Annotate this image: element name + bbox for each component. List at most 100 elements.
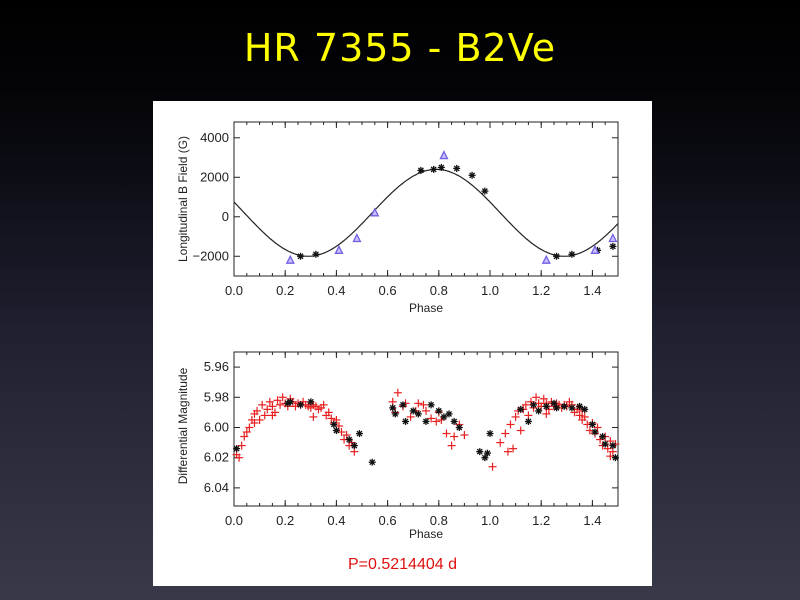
data-point-asterisk <box>445 410 453 418</box>
data-point-asterisk <box>468 171 476 179</box>
data-point-plus <box>309 412 318 421</box>
data-point-asterisk <box>476 448 484 456</box>
data-point-asterisk <box>568 404 576 412</box>
data-point-plus <box>260 411 269 420</box>
data-point-plus <box>575 411 584 420</box>
data-point-asterisk <box>609 242 617 250</box>
data-point-asterisk <box>599 433 607 441</box>
data-point-asterisk <box>402 417 410 425</box>
y-tick-label: −2000 <box>192 248 229 263</box>
data-point-asterisk <box>550 399 558 407</box>
data-point-asterisk <box>389 404 397 412</box>
data-point-plus <box>501 429 510 438</box>
x-axis-label: Phase <box>409 527 443 541</box>
data-point-triangle <box>285 254 295 264</box>
data-point-triangle <box>541 254 551 264</box>
data-point-asterisk <box>560 402 568 410</box>
y-tick-label: 4000 <box>200 130 229 145</box>
data-point-asterisk <box>422 417 430 425</box>
data-point-plus <box>245 423 254 432</box>
data-point-plus <box>506 420 515 429</box>
data-point-plus <box>447 441 456 450</box>
x-tick-label: 0.2 <box>276 283 294 298</box>
data-point-plus <box>268 402 277 411</box>
data-point-asterisk <box>481 187 489 195</box>
data-point-asterisk <box>332 427 340 435</box>
data-point-triangle <box>352 233 362 243</box>
data-point-asterisk <box>517 405 525 413</box>
plot-panel: 0.0 0.2 0.4 0.6 0.8 1.0 1.2 1.4 −2000 0 2000 4000 P… <box>153 101 652 586</box>
model-curve <box>233 168 619 257</box>
y-tick-label: 6.02 <box>204 450 229 465</box>
data-point-plus <box>406 412 415 421</box>
data-point-plus <box>450 432 459 441</box>
data-point-plus <box>488 462 497 471</box>
data-point-plus <box>442 429 451 438</box>
data-point-plus <box>268 411 277 420</box>
data-point-asterisk <box>588 420 596 428</box>
data-point-asterisk <box>591 428 599 436</box>
data-point-asterisk <box>524 417 532 425</box>
data-point-asterisk <box>453 164 461 172</box>
data-point-plus <box>432 417 441 426</box>
data-point-plus <box>422 406 430 415</box>
data-point-asterisk <box>542 402 550 410</box>
data-point-asterisk <box>312 250 320 258</box>
data-point-asterisk <box>307 398 315 406</box>
data-point-triangle <box>590 244 600 254</box>
y-tick-label: 5.96 <box>204 359 229 374</box>
data-point-plus <box>278 393 287 402</box>
data-point-asterisk <box>414 410 422 418</box>
data-point-plus <box>276 400 285 409</box>
data-point-triangle <box>439 150 449 160</box>
data-point-asterisk <box>535 407 543 415</box>
y-tick-label: 6.00 <box>204 419 229 434</box>
data-point-plus <box>250 418 259 427</box>
data-point-plus <box>460 431 469 440</box>
data-point-plus <box>258 400 267 409</box>
data-point-asterisk <box>435 407 443 415</box>
x-tick-label: 1.2 <box>532 513 550 528</box>
data-point-asterisk <box>553 252 561 260</box>
x-tick-label: 0.4 <box>327 283 345 298</box>
data-point-asterisk <box>576 402 584 410</box>
data-point-plus <box>539 394 548 403</box>
data-point-plus <box>414 399 423 408</box>
data-point-plus <box>580 412 589 421</box>
x-tick-label: 0.8 <box>430 283 448 298</box>
data-point-asterisk <box>450 417 458 425</box>
data-point-asterisk <box>399 401 407 409</box>
data-point-plus <box>255 415 264 424</box>
data-point-plus <box>532 393 541 402</box>
data-point-asterisk <box>345 436 353 444</box>
x-tick-label: 0.6 <box>379 283 397 298</box>
data-point-asterisk <box>417 166 425 174</box>
data-point-asterisk <box>437 163 445 171</box>
x-tick-label: 0.6 <box>379 513 397 528</box>
data-point-asterisk <box>297 401 305 409</box>
data-point-plus <box>265 397 274 406</box>
data-point-asterisk <box>409 407 417 415</box>
data-point-asterisk <box>481 454 489 462</box>
data-point-asterisk <box>455 423 463 431</box>
data-point-asterisk <box>483 449 491 457</box>
data-point-asterisk <box>427 401 435 409</box>
data-point-plus <box>516 426 525 435</box>
x-tick-label: 1.4 <box>583 283 601 298</box>
data-point-asterisk <box>611 454 619 462</box>
data-point-plus <box>273 396 282 405</box>
data-point-plus <box>253 406 262 415</box>
x-axis-label: Phase <box>409 301 443 315</box>
data-point-plus <box>509 444 518 453</box>
data-point-plus <box>503 447 512 456</box>
data-point-asterisk <box>430 165 438 173</box>
x-tick-label: 1.0 <box>481 283 499 298</box>
plot-frame-bottom <box>233 351 619 507</box>
y-tick-label: 6.04 <box>204 480 229 495</box>
x-tick-label: 0.0 <box>225 513 243 528</box>
x-tick-label: 0.0 <box>225 283 243 298</box>
data-point-asterisk <box>286 398 294 406</box>
data-point-plus <box>242 428 251 437</box>
data-point-asterisk <box>609 442 617 450</box>
data-point-plus <box>327 414 336 423</box>
